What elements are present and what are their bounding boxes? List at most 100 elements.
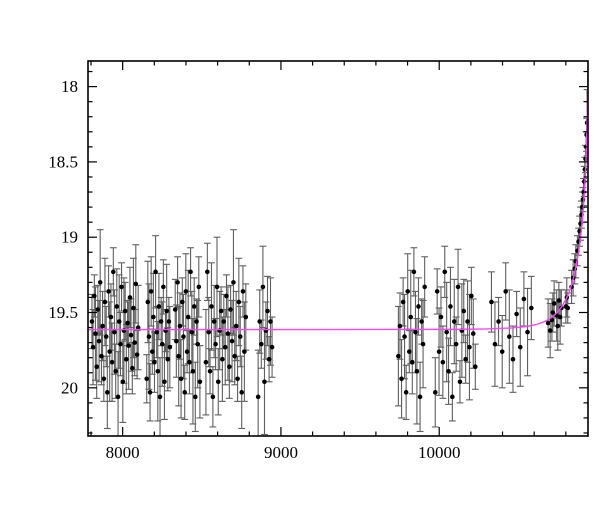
data-point xyxy=(203,359,209,365)
data-point xyxy=(233,323,239,329)
data-point xyxy=(442,269,448,275)
data-point xyxy=(218,308,224,314)
data-point xyxy=(106,289,111,294)
y-tick-label: 19.5 xyxy=(48,303,78,322)
data-point xyxy=(135,325,141,330)
data-point xyxy=(92,293,97,299)
data-point xyxy=(268,319,273,324)
data-point xyxy=(405,289,411,294)
data-point xyxy=(161,284,166,290)
data-point xyxy=(126,343,131,348)
x-tick-label: 9000 xyxy=(264,443,298,462)
data-point xyxy=(157,394,163,400)
data-point xyxy=(105,390,110,395)
data-point xyxy=(396,353,401,359)
data-point xyxy=(210,394,216,400)
data-point xyxy=(503,289,508,294)
data-point xyxy=(166,319,172,324)
data-point xyxy=(413,329,418,335)
data-point xyxy=(444,329,449,335)
data-point xyxy=(231,280,236,285)
data-point xyxy=(149,349,155,354)
data-point xyxy=(407,349,412,354)
data-point xyxy=(470,331,476,336)
data-point xyxy=(236,299,242,305)
data-point xyxy=(266,356,272,362)
data-point xyxy=(99,353,104,359)
data-point xyxy=(152,359,157,365)
data-point xyxy=(237,334,243,339)
data-point xyxy=(265,308,270,314)
data-point xyxy=(164,308,169,314)
data-point xyxy=(197,379,203,385)
data-point xyxy=(465,319,470,324)
data-point xyxy=(457,379,463,385)
data-point xyxy=(213,341,218,347)
data-point xyxy=(492,341,498,347)
data-point xyxy=(259,341,264,347)
data-point xyxy=(451,319,457,324)
data-point xyxy=(162,379,167,385)
data-point xyxy=(189,329,195,335)
data-point xyxy=(127,295,133,300)
data-point xyxy=(235,376,240,382)
data-point xyxy=(510,356,516,362)
data-point xyxy=(215,379,221,385)
data-point xyxy=(549,317,555,323)
data-point xyxy=(461,308,467,314)
data-point xyxy=(207,368,213,374)
data-point xyxy=(133,281,139,287)
data-point xyxy=(209,304,214,309)
data-point xyxy=(131,305,136,311)
x-tick-label: 10000 xyxy=(418,443,461,462)
data-point xyxy=(211,319,217,324)
data-point xyxy=(222,344,228,350)
data-point xyxy=(400,299,406,305)
data-point xyxy=(436,349,442,354)
data-point xyxy=(167,344,173,350)
data-point xyxy=(408,314,414,320)
data-point xyxy=(422,284,427,290)
data-point xyxy=(489,299,494,305)
data-point xyxy=(450,394,455,400)
data-point xyxy=(232,353,238,359)
data-point xyxy=(496,319,501,324)
data-point xyxy=(147,390,153,395)
data-point xyxy=(134,352,140,357)
data-point xyxy=(120,379,126,385)
data-point xyxy=(193,394,198,400)
data-point xyxy=(240,289,246,294)
data-point xyxy=(178,376,184,382)
data-point xyxy=(115,394,121,400)
data-point xyxy=(255,394,261,400)
data-point xyxy=(109,359,115,365)
data-point xyxy=(188,269,193,275)
data-point xyxy=(195,341,200,347)
data-point xyxy=(148,289,154,294)
data-point xyxy=(190,368,196,374)
data-point xyxy=(446,368,451,374)
data-point xyxy=(220,356,225,362)
data-point xyxy=(107,349,112,354)
data-point xyxy=(225,331,231,336)
x-tick-label: 8000 xyxy=(106,443,140,462)
data-point xyxy=(156,304,162,309)
data-point xyxy=(118,341,123,347)
data-point xyxy=(119,284,124,290)
data-point xyxy=(94,364,100,370)
data-point xyxy=(469,293,474,299)
data-point xyxy=(122,308,128,314)
data-point xyxy=(101,376,107,382)
data-point xyxy=(467,344,472,350)
data-point xyxy=(144,376,150,382)
data-point xyxy=(206,329,212,335)
data-point xyxy=(507,334,512,339)
data-point xyxy=(132,340,137,345)
data-point xyxy=(153,269,158,275)
data-point xyxy=(517,344,523,350)
data-point xyxy=(95,307,101,312)
data-point xyxy=(397,323,403,329)
data-point xyxy=(224,293,229,299)
data-point xyxy=(145,299,151,305)
